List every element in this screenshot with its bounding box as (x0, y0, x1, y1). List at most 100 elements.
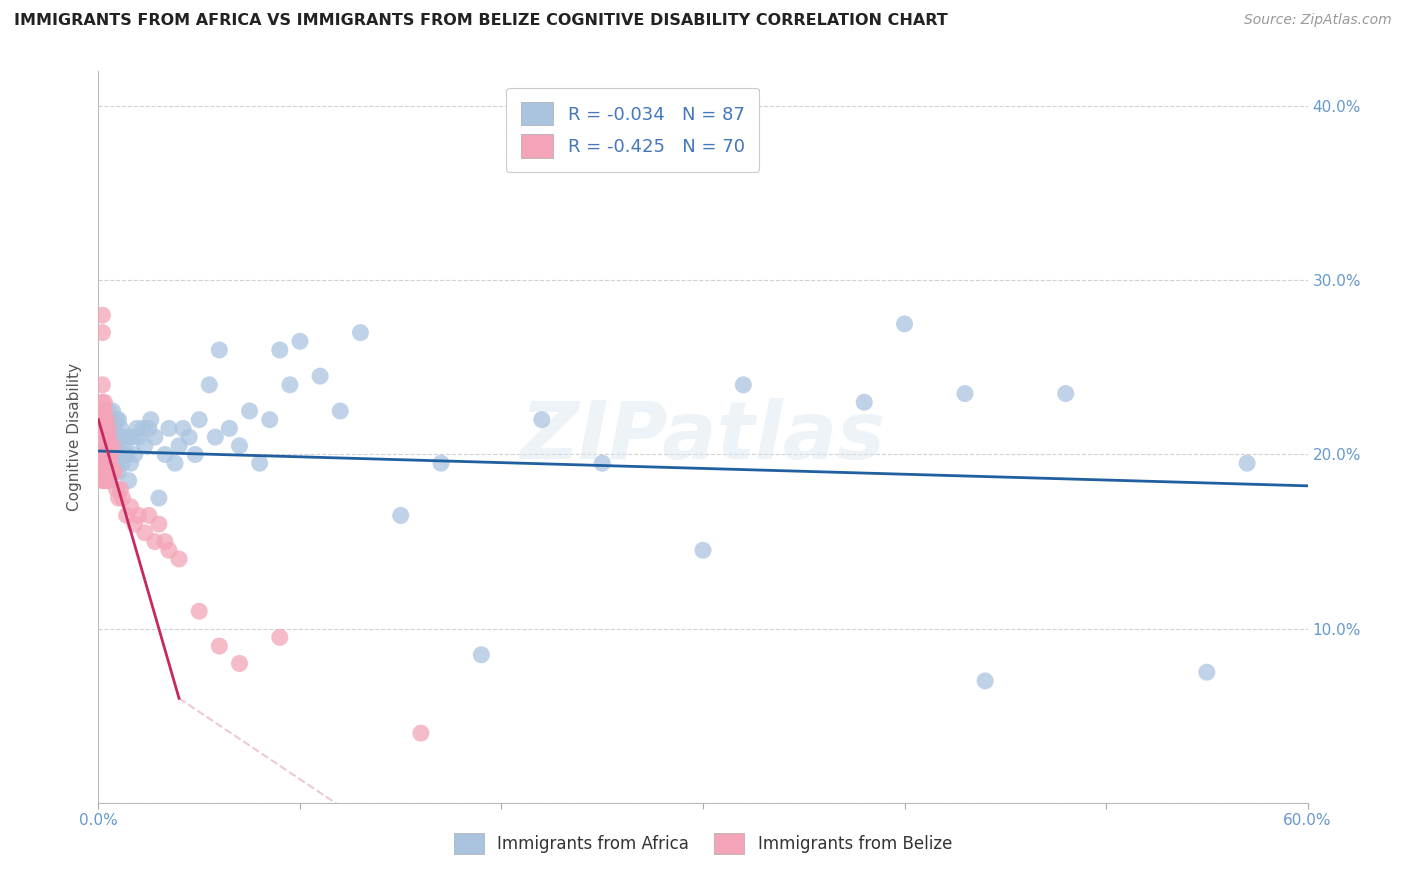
Point (107, 448, 129, 462)
Point (103, 456, 125, 470)
Point (167, 439, 190, 453)
Point (115, 508, 138, 523)
Point (100, 412, 122, 426)
Point (91, 448, 114, 462)
Point (96, 465, 118, 479)
Point (89, 412, 111, 426)
Point (91, 377, 114, 392)
Point (93, 439, 115, 453)
Point (97, 430, 120, 444)
Point (96, 439, 118, 453)
Point (125, 421, 148, 435)
Point (249, 456, 271, 470)
Point (100, 448, 122, 462)
Point (107, 465, 129, 479)
Point (93, 430, 115, 444)
Point (91, 430, 114, 444)
Point (103, 439, 125, 453)
Point (96, 456, 118, 470)
Point (329, 404, 352, 418)
Point (110, 483, 132, 497)
Point (121, 430, 143, 444)
Point (101, 448, 124, 462)
Point (208, 343, 231, 357)
Point (91, 439, 114, 453)
Point (97, 474, 120, 488)
Point (204, 430, 226, 444)
Point (148, 491, 170, 505)
Text: IMMIGRANTS FROM AFRICA VS IMMIGRANTS FROM BELIZE COGNITIVE DISABILITY CORRELATIO: IMMIGRANTS FROM AFRICA VS IMMIGRANTS FRO… (14, 13, 948, 29)
Point (97, 412, 120, 426)
Point (111, 491, 134, 505)
Point (91, 421, 114, 435)
Point (167, 552, 190, 566)
Point (184, 448, 207, 462)
Point (118, 474, 141, 488)
Point (100, 430, 122, 444)
Point (107, 430, 129, 444)
Point (101, 404, 124, 418)
Point (278, 377, 301, 392)
Point (96, 412, 118, 426)
Point (179, 430, 201, 444)
Point (97, 448, 120, 462)
Point (309, 369, 332, 384)
Point (96, 448, 118, 462)
Point (389, 508, 412, 523)
Point (138, 508, 160, 523)
Point (89, 465, 111, 479)
Point (91, 456, 114, 470)
Point (139, 412, 162, 426)
Point (97, 474, 120, 488)
Point (228, 439, 250, 453)
Point (89, 404, 111, 418)
Point (1195, 665, 1218, 680)
Point (97, 465, 120, 479)
Point (91, 326, 114, 340)
Point (692, 543, 714, 558)
Point (93, 395, 115, 409)
Point (100, 456, 122, 470)
Point (530, 412, 553, 426)
Point (115, 448, 138, 462)
Point (111, 456, 134, 470)
Legend: Immigrants from Africa, Immigrants from Belize: Immigrants from Africa, Immigrants from … (447, 827, 959, 860)
Point (1236, 456, 1258, 470)
Point (105, 456, 128, 470)
Point (96, 421, 118, 435)
Point (91, 474, 114, 488)
Point (91, 412, 114, 426)
Point (96, 474, 118, 488)
Point (349, 326, 371, 340)
Point (143, 534, 166, 549)
Point (163, 456, 186, 470)
Point (132, 421, 155, 435)
Point (974, 673, 997, 688)
Point (107, 491, 129, 505)
Point (93, 448, 115, 462)
Text: Source: ZipAtlas.com: Source: ZipAtlas.com (1244, 13, 1392, 28)
Point (93, 412, 115, 426)
Point (91, 465, 114, 479)
Point (93, 430, 115, 444)
Point (288, 334, 311, 349)
Point (93, 465, 115, 479)
Point (93, 448, 115, 462)
Point (153, 448, 176, 462)
Point (97, 456, 120, 470)
Point (853, 395, 876, 409)
Point (120, 456, 142, 470)
Point (96, 412, 118, 426)
Point (143, 430, 166, 444)
Point (89, 421, 111, 435)
Point (409, 726, 432, 740)
Point (893, 317, 915, 331)
Point (97, 421, 120, 435)
Point (269, 631, 291, 645)
Point (124, 517, 146, 532)
Y-axis label: Cognitive Disability: Cognitive Disability (67, 363, 83, 511)
Point (188, 412, 211, 426)
Point (591, 456, 613, 470)
Point (105, 439, 128, 453)
Point (97, 439, 120, 453)
